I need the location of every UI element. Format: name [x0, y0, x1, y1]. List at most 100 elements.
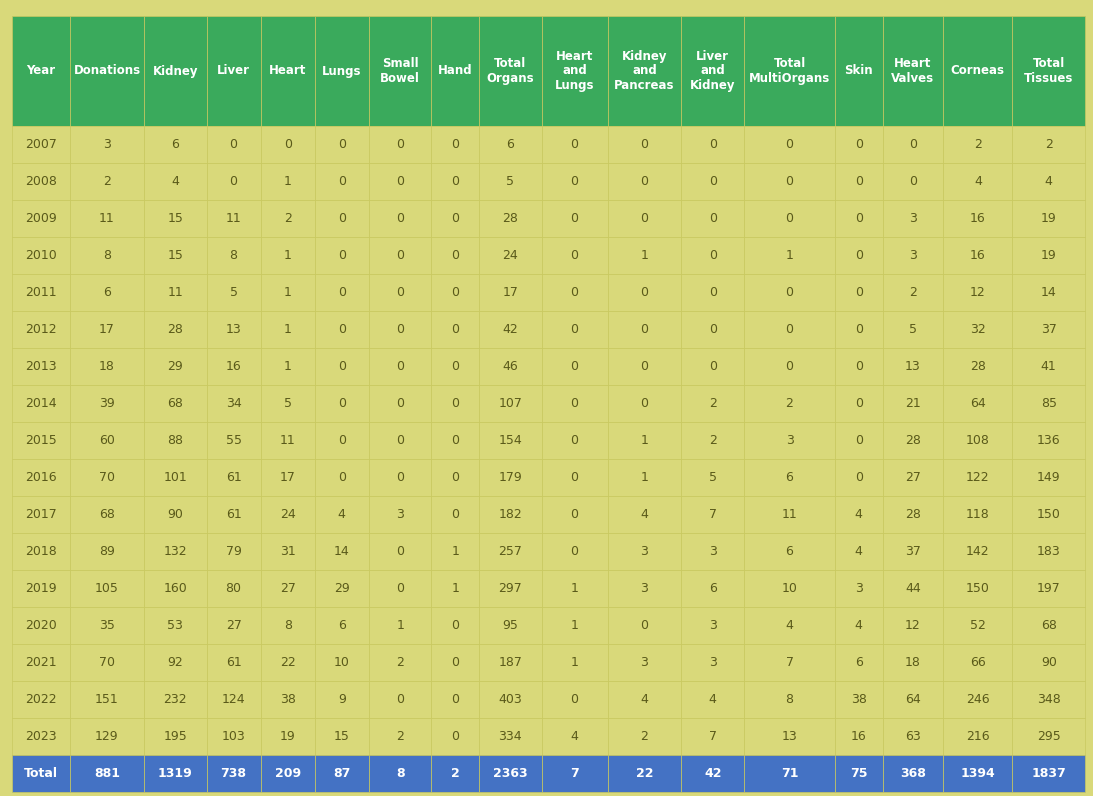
Text: 3: 3 — [909, 212, 917, 225]
Bar — [608, 755, 681, 792]
Text: 0: 0 — [786, 212, 794, 225]
Bar — [70, 237, 144, 274]
Text: 4: 4 — [786, 619, 794, 632]
Bar — [744, 16, 835, 126]
Text: 24: 24 — [503, 249, 518, 262]
Text: 1: 1 — [640, 249, 648, 262]
Bar — [541, 644, 608, 681]
Text: 28: 28 — [905, 434, 920, 447]
Text: 0: 0 — [451, 360, 459, 373]
Bar — [681, 718, 744, 755]
Bar — [835, 459, 882, 496]
Text: 0: 0 — [640, 286, 648, 299]
Text: 0: 0 — [708, 138, 717, 151]
Bar — [744, 570, 835, 607]
Bar — [541, 163, 608, 200]
Bar — [681, 496, 744, 533]
Text: 1: 1 — [284, 175, 292, 188]
Bar — [1012, 570, 1085, 607]
Bar — [882, 570, 943, 607]
Bar — [368, 385, 432, 422]
Bar — [835, 496, 882, 533]
Text: 0: 0 — [571, 434, 578, 447]
Text: 368: 368 — [900, 767, 926, 780]
Bar — [12, 422, 70, 459]
Bar — [207, 274, 260, 311]
Text: 183: 183 — [1037, 545, 1060, 558]
Text: 2013: 2013 — [25, 360, 57, 373]
Bar — [144, 533, 207, 570]
Text: Liver: Liver — [218, 64, 250, 77]
Text: 0: 0 — [855, 434, 862, 447]
Text: 0: 0 — [640, 138, 648, 151]
Bar — [608, 16, 681, 126]
Text: 124: 124 — [222, 693, 246, 706]
Bar — [479, 237, 541, 274]
Text: 34: 34 — [226, 397, 242, 410]
Text: 0: 0 — [451, 434, 459, 447]
Text: 3: 3 — [855, 582, 862, 595]
Bar — [260, 681, 315, 718]
Bar — [144, 422, 207, 459]
Text: 2: 2 — [708, 397, 717, 410]
Bar — [70, 126, 144, 163]
Text: 15: 15 — [167, 212, 184, 225]
Text: 61: 61 — [226, 508, 242, 521]
Bar — [70, 533, 144, 570]
Bar — [315, 126, 368, 163]
Text: 6: 6 — [506, 138, 514, 151]
Text: 37: 37 — [1041, 323, 1057, 336]
Bar — [541, 533, 608, 570]
Bar — [943, 422, 1012, 459]
Text: 3: 3 — [708, 656, 717, 669]
Bar — [1012, 385, 1085, 422]
Bar — [541, 570, 608, 607]
Bar — [479, 163, 541, 200]
Bar — [144, 755, 207, 792]
Bar — [835, 385, 882, 422]
Bar — [744, 348, 835, 385]
Text: 5: 5 — [506, 175, 514, 188]
Text: 151: 151 — [95, 693, 119, 706]
Bar — [744, 718, 835, 755]
Bar — [541, 311, 608, 348]
Text: 35: 35 — [99, 619, 115, 632]
Text: 88: 88 — [167, 434, 184, 447]
Bar — [70, 200, 144, 237]
Text: 0: 0 — [396, 138, 404, 151]
Bar — [70, 459, 144, 496]
Text: 3: 3 — [640, 582, 648, 595]
Text: 13: 13 — [781, 730, 798, 743]
Bar — [368, 274, 432, 311]
Text: 1: 1 — [571, 582, 578, 595]
Text: 0: 0 — [451, 730, 459, 743]
Text: 4: 4 — [571, 730, 578, 743]
Bar — [432, 459, 479, 496]
Bar — [207, 348, 260, 385]
Bar — [144, 681, 207, 718]
Bar — [608, 385, 681, 422]
Bar — [70, 274, 144, 311]
Text: 1: 1 — [396, 619, 404, 632]
Text: 142: 142 — [966, 545, 989, 558]
Text: 232: 232 — [164, 693, 187, 706]
Text: 9: 9 — [338, 693, 345, 706]
Text: 0: 0 — [451, 286, 459, 299]
Bar — [541, 607, 608, 644]
Text: 0: 0 — [855, 397, 862, 410]
Bar — [70, 311, 144, 348]
Bar — [432, 16, 479, 126]
Text: 2: 2 — [786, 397, 794, 410]
Bar — [1012, 348, 1085, 385]
Bar — [432, 570, 479, 607]
Text: 68: 68 — [167, 397, 184, 410]
Text: 19: 19 — [1041, 212, 1057, 225]
Bar — [1012, 755, 1085, 792]
Bar — [368, 607, 432, 644]
Text: 107: 107 — [498, 397, 522, 410]
Bar — [943, 644, 1012, 681]
Text: 1: 1 — [451, 582, 459, 595]
Text: 1: 1 — [786, 249, 794, 262]
Text: 2: 2 — [1045, 138, 1053, 151]
Bar — [681, 607, 744, 644]
